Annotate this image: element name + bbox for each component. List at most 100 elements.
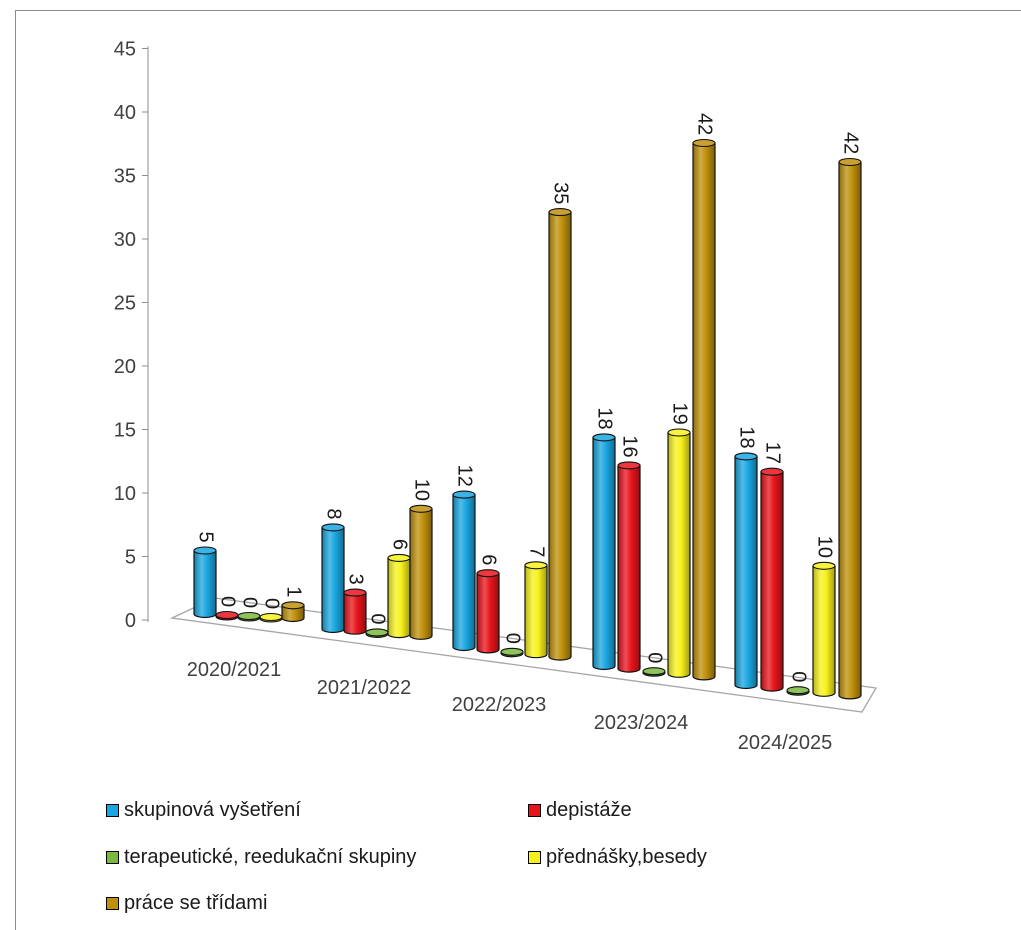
legend-item-prace: práce se třídami [106,892,267,915]
y-tick-label: 30 [114,229,136,251]
bar [409,504,433,640]
bar [387,553,411,639]
bar-top [343,588,367,597]
data-label: 42 [694,113,716,135]
data-label: 35 [550,182,572,204]
data-label: 10 [814,536,836,558]
y-tick-label: 20 [114,356,136,378]
bar-body [692,142,716,681]
legend-swatch-prace [106,897,119,910]
bar-body [734,455,758,690]
legend-swatch-prednasky [528,851,541,864]
y-tick-label: 15 [114,420,136,442]
bar-top [237,611,261,621]
data-label: 0 [367,613,389,624]
x-tick-label: 2024/2025 [738,732,833,754]
x-axis-labels: 2020/2021 2021/2022 2022/2023 2023/2024 2024… [187,659,833,754]
data-label: 10 [411,479,433,501]
data-label: 6 [389,539,411,550]
bar-body [838,161,862,700]
bar [452,490,476,652]
bar [812,561,836,697]
legend-swatch-terapeuticke [106,851,119,864]
y-tick-label: 5 [125,547,136,569]
data-label: 0 [788,671,810,682]
data-label: 0 [502,633,524,644]
bars [193,138,862,700]
bar-top [617,461,641,470]
bar [365,628,389,638]
legend-label-skupinova: skupinová vyšetření [124,799,301,821]
bar [838,157,862,700]
bar-top [387,553,411,562]
bar [281,601,305,623]
bar [592,433,616,671]
y-tick-label: 0 [125,610,136,632]
legend-item-skupinova: skupinová vyšetření [106,799,301,822]
bar-top [838,157,862,167]
y-tick-label: 45 [114,39,136,61]
bar-body [343,592,367,635]
bar [524,561,548,659]
data-label: 8 [323,508,345,519]
bar-top [692,138,716,148]
legend-item-terapeuticke: terapeutické, reedukační skupiny [106,846,416,869]
bar-top [548,208,572,217]
y-tick-label: 25 [114,293,136,315]
legend-item-prednasky: přednášky,besedy [528,846,707,869]
chart-frame [15,10,1021,930]
bar-top [321,523,345,532]
bar-top [409,504,433,513]
bar-top [667,428,691,437]
bar-top [259,612,283,622]
bar-top [734,452,758,461]
y-axis: 0 5 10 15 20 25 30 35 40 45 [114,39,149,632]
bar-body [592,436,616,671]
legend-label-terapeuticke: terapeutické, reedukační skupiny [124,846,417,868]
bar-body [548,211,572,661]
bar-body [476,572,500,654]
bar [215,610,239,621]
bar [617,461,641,673]
data-label: 18 [594,407,616,429]
bar-body [617,464,641,673]
legend-label-prace: práce se třídami [124,892,268,914]
bar [692,138,716,681]
bar-body [387,557,411,639]
bar [760,467,784,692]
legend-label-prednasky: přednášky,besedy [546,846,707,868]
data-label: 0 [217,596,239,607]
data-label: 18 [736,426,758,448]
bar [786,686,810,696]
bar-body [524,564,548,659]
bar-body [760,471,784,692]
bar-body [281,604,305,623]
legend-item-depistaze: depistáže [528,799,632,822]
data-label: 19 [669,403,691,425]
bar-body [321,526,345,634]
data-label: 16 [619,435,641,457]
bar [343,588,367,635]
bar-top [452,490,476,499]
data-label: 42 [840,132,862,154]
legend-label-depistaze: depistáže [546,799,632,821]
data-label: 6 [478,554,500,565]
bar-top [281,601,305,610]
bar-body [667,431,691,678]
data-label: 17 [762,442,784,464]
bar-top [215,610,239,620]
data-label: 1 [283,586,305,597]
data-label: 7 [526,546,548,557]
bar [193,546,217,619]
bar [642,667,666,677]
bar-body [409,508,433,640]
data-label: 5 [195,532,217,543]
bar-top [812,561,836,570]
bar-top [500,647,524,656]
bar-body [812,565,836,697]
bar-body [193,549,217,619]
bar-top [786,686,810,695]
bar [667,428,691,678]
data-label: 3 [345,574,367,585]
x-tick-label: 2020/2021 [187,659,282,681]
